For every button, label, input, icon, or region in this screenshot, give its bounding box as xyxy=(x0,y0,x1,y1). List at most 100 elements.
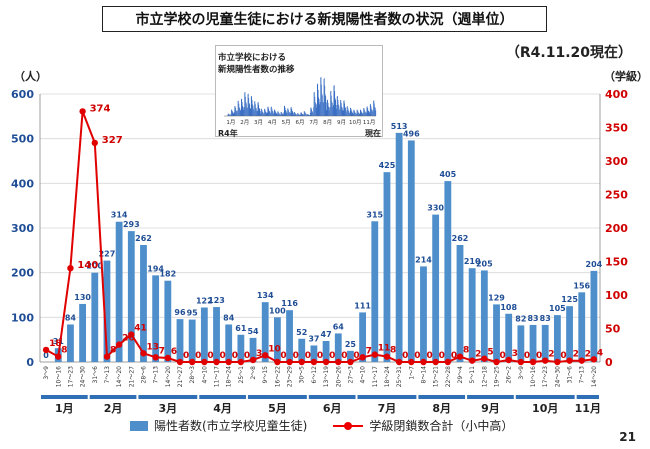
bar xyxy=(456,244,464,362)
inset-bar xyxy=(357,109,358,116)
inset-bar xyxy=(287,108,288,116)
line-point xyxy=(79,108,86,115)
line-data-label: 0 xyxy=(293,351,299,361)
inset-bar xyxy=(309,115,311,116)
bar-data-label: 405 xyxy=(439,170,456,179)
line-point xyxy=(164,354,172,362)
inset-bar xyxy=(268,110,270,116)
line-data-label: 0 xyxy=(232,351,238,361)
inset-bar xyxy=(230,113,232,116)
x-axis-tick-label: 8～14 xyxy=(420,366,427,384)
bar xyxy=(298,338,306,362)
inset-bar xyxy=(314,96,316,116)
x-axis-tick-label: 2～8 xyxy=(250,366,257,380)
x-axis-tick-label: 7～13 xyxy=(104,366,111,384)
bar-data-label: 293 xyxy=(123,220,140,229)
bar-data-label: 125 xyxy=(561,295,578,304)
inset-bar xyxy=(341,106,343,116)
line-point xyxy=(274,358,281,366)
inset-bar xyxy=(270,106,272,116)
bar-data-label: 204 xyxy=(586,260,603,269)
inset-bar xyxy=(369,111,370,116)
inset-bar xyxy=(288,109,289,116)
inset-bar xyxy=(317,83,319,116)
left-axis-unit: （人） xyxy=(14,70,47,83)
inset-bar xyxy=(368,111,370,116)
bar xyxy=(286,310,293,362)
line-data-label: 0 xyxy=(426,351,432,361)
inset-bar xyxy=(358,112,359,116)
left-axis-tick-label: 500 xyxy=(11,133,34,146)
bar-data-label: 31 xyxy=(53,337,65,346)
inset-month-label: 7月 xyxy=(309,119,318,126)
bar xyxy=(407,140,415,362)
bar-data-label: 111 xyxy=(354,301,371,310)
month-band xyxy=(89,395,137,399)
inset-bar xyxy=(311,109,312,116)
inset-bar xyxy=(237,110,238,116)
bar-data-label: 25 xyxy=(345,340,357,349)
bar-data-label: 513 xyxy=(391,122,408,131)
bar xyxy=(261,302,269,362)
inset-month-label: 5月 xyxy=(282,119,291,126)
inset-bar xyxy=(305,113,306,116)
inset-bar xyxy=(362,113,364,116)
inset-bar xyxy=(269,112,271,116)
inset-bar xyxy=(240,109,242,116)
line-point xyxy=(578,357,585,364)
inset-bar xyxy=(228,113,229,116)
inset-bar xyxy=(256,110,258,116)
bar xyxy=(566,306,573,362)
inset-bar xyxy=(349,112,350,116)
inset-bar xyxy=(342,107,343,116)
inset-bar xyxy=(320,77,321,116)
x-axis-tick-label: 25～31 xyxy=(396,366,403,387)
month-band xyxy=(138,395,198,399)
x-axis-tick-label: 17～23 xyxy=(67,366,74,387)
inset-bar xyxy=(330,91,331,116)
right-axis-tick-label: 200 xyxy=(605,222,628,235)
line-data-label: 0 xyxy=(195,351,201,361)
line-data-label: 3 xyxy=(256,349,262,359)
inset-bar xyxy=(333,85,335,116)
inset-bar xyxy=(316,84,318,116)
inset-left-label: R4年 xyxy=(218,129,238,138)
line-point xyxy=(225,358,232,366)
inset-bar xyxy=(322,102,324,116)
inset-bar xyxy=(277,111,278,116)
inset-bar xyxy=(289,112,290,116)
line-point xyxy=(335,358,342,366)
line-data-label: 7 xyxy=(159,346,165,356)
line-point xyxy=(286,358,293,366)
inset-bar xyxy=(337,99,339,116)
x-axis-tick-label: 23～29 xyxy=(287,366,294,387)
inset-bar xyxy=(351,111,353,116)
inset-bar xyxy=(374,103,375,116)
line-data-label: 0 xyxy=(353,351,359,361)
inset-bar xyxy=(307,114,309,116)
inset-bar xyxy=(264,108,266,116)
inset-bar xyxy=(267,106,269,116)
inset-bar xyxy=(352,113,354,116)
inset-bar xyxy=(282,113,284,116)
right-axis-tick-label: 100 xyxy=(605,289,628,302)
month-band xyxy=(515,395,575,399)
line-point xyxy=(176,358,184,366)
inset-trend-svg: 1月 2月 3月 4月 5月 6月 7月 8月 9月 10月 11月 xyxy=(224,76,377,126)
inset-bar xyxy=(359,109,361,116)
inset-bar xyxy=(360,110,362,116)
line-point xyxy=(542,357,549,364)
inset-bar xyxy=(356,109,358,116)
x-axis-tick-label: 19～25 xyxy=(494,366,501,387)
bar xyxy=(91,272,99,362)
inset-bar xyxy=(339,110,341,116)
line-point xyxy=(298,358,305,366)
line-data-label: 0 xyxy=(220,351,226,361)
inset-bar xyxy=(346,106,348,116)
x-axis-tick-label: 25～1 xyxy=(238,366,245,384)
inset-bar xyxy=(349,113,351,116)
line-data-label: 374 xyxy=(90,103,111,114)
inset-bar xyxy=(278,113,280,116)
inset-bar xyxy=(365,111,366,116)
bar xyxy=(152,275,160,362)
